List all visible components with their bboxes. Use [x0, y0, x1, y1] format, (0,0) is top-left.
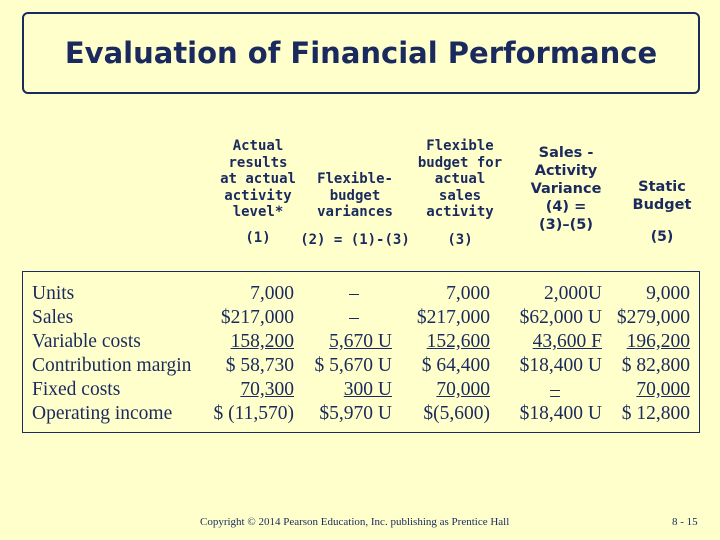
page-number: 8 - 15 — [672, 516, 698, 528]
col-header-flex-budget: Flexible budget for actual sales activit… — [417, 138, 503, 220]
title-box: Evaluation of Financial Performance — [22, 12, 700, 94]
row-label-fixed-costs: Fixed costs — [32, 379, 121, 400]
row-label-contribution-margin: Contribution margin — [32, 355, 192, 376]
cell: 7,000 — [250, 283, 294, 304]
cell: 9,000 — [646, 283, 690, 304]
cell: $217,000 — [416, 307, 490, 328]
col-actual-values: 7,000 $217,000 158,200 $ 58,730 70,300 $… — [204, 282, 294, 426]
cell: $217,000 — [220, 307, 294, 328]
cell: $ (11,570) — [213, 403, 294, 424]
table-frame — [22, 271, 700, 433]
cell: 43,600 F — [532, 331, 602, 352]
cell: $(5,600) — [423, 403, 490, 424]
col-sub-actual: (1) — [245, 230, 271, 246]
col-header-actual: Actual results at actual activity level* — [220, 138, 296, 220]
col-header-flex-variance: Flexible- budget variances — [317, 171, 393, 220]
col-static-values: 9,000 $279,000 196,200 $ 82,800 70,000 $… — [606, 282, 690, 426]
cell: 7,000 — [446, 283, 490, 304]
row-label-variable-costs: Variable costs — [32, 331, 141, 352]
col-flex-budget-values: 7,000 $217,000 152,600 $ 64,400 70,000 $… — [400, 282, 490, 426]
cell: $279,000 — [616, 307, 690, 328]
cell: 70,000 — [436, 379, 490, 400]
row-label-units: Units — [32, 283, 75, 304]
cell: $ 82,800 — [621, 355, 690, 376]
cell: 300 U — [343, 379, 392, 400]
cell: $ 12,800 — [621, 403, 690, 424]
cell: $ 58,730 — [225, 355, 294, 376]
cell: – — [550, 379, 560, 400]
cell: 5,670 U — [329, 331, 392, 352]
row-label-operating-income: Operating income — [32, 403, 173, 424]
cell: $ 5,670 U — [314, 355, 392, 376]
col-header-sales-activity: Sales - Activity Variance (4) = (3)–(5) — [530, 145, 602, 233]
cell: 158,200 — [230, 331, 294, 352]
row-label-sales: Sales — [32, 307, 74, 328]
col-sub-flex-budget: (3) — [447, 232, 473, 248]
col-sub-flex-variance: (2) = (1)-(3) — [300, 232, 410, 248]
col-flex-variance-values: – – 5,670 U $ 5,670 U 300 U $5,970 U — [296, 282, 392, 426]
row-labels: Units Sales Variable costs Contribution … — [32, 282, 191, 426]
col-sales-activity-values: 2,000U $62,000 U 43,600 F $18,400 U – $1… — [508, 282, 602, 426]
cell: $62,000 U — [519, 307, 602, 328]
col-header-static: Static Budget — [632, 179, 692, 213]
cell: 152,600 — [426, 331, 490, 352]
cell: $ 64,400 — [421, 355, 490, 376]
cell: $5,970 U — [319, 403, 392, 424]
cell: – — [349, 283, 359, 304]
cell: 196,200 — [626, 331, 690, 352]
page-title: Evaluation of Financial Performance — [64, 36, 658, 70]
cell: 70,000 — [636, 379, 690, 400]
cell: 2,000U — [544, 283, 602, 304]
cell: $18,400 U — [519, 355, 602, 376]
cell: $18,400 U — [519, 403, 602, 424]
cell: 70,300 — [240, 379, 294, 400]
cell: – — [349, 307, 359, 328]
col-sub-static: (5) — [650, 229, 674, 245]
copyright-text: Copyright © 2014 Pearson Education, Inc.… — [200, 516, 510, 528]
